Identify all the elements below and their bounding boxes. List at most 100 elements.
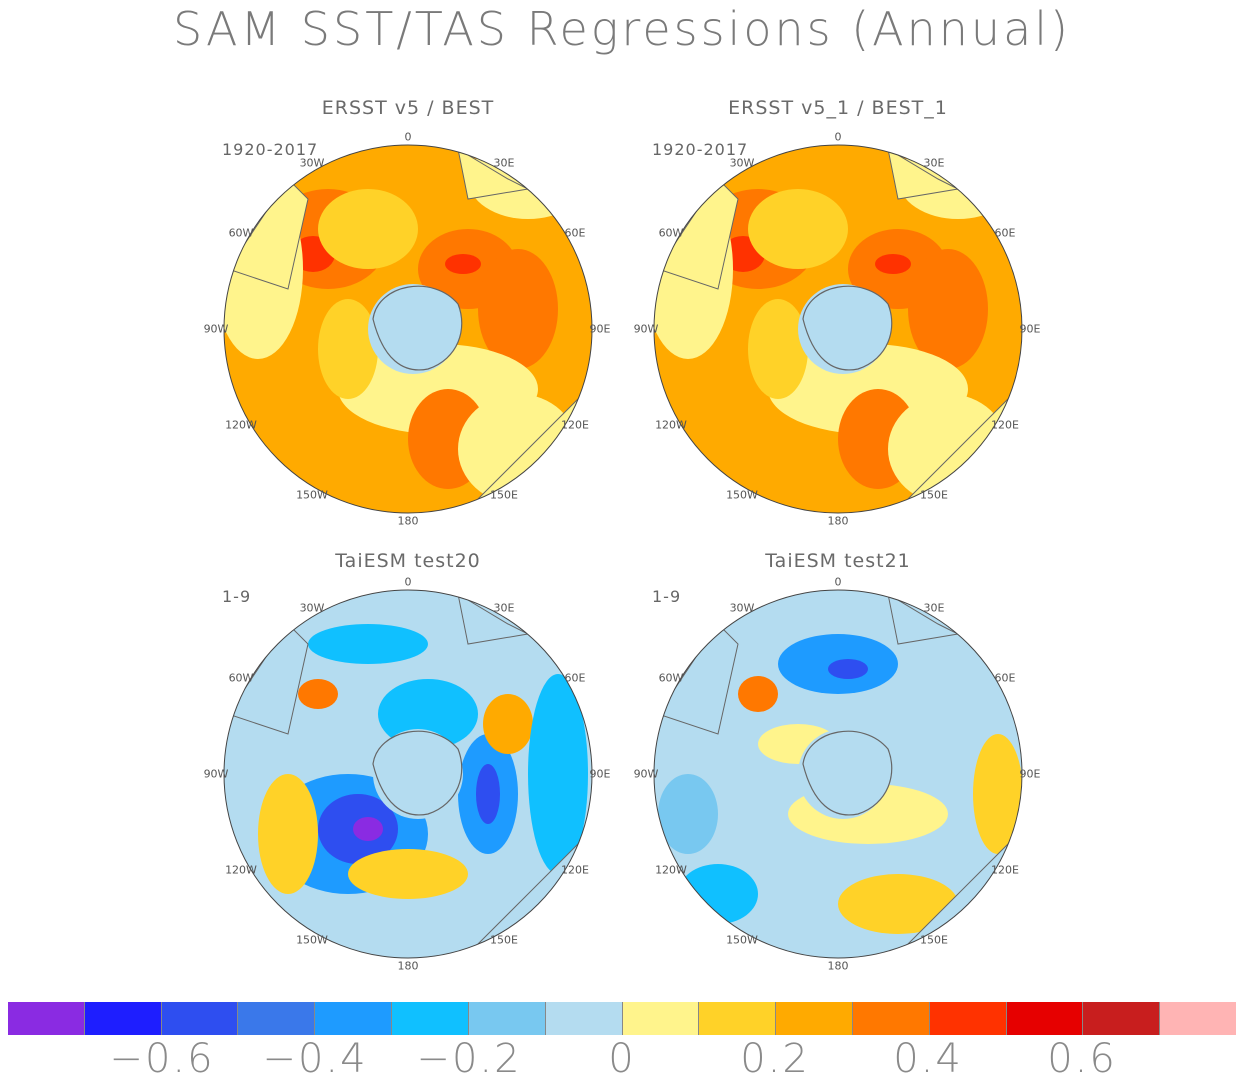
contour-region	[298, 679, 338, 709]
longitude-label: 180	[397, 959, 419, 973]
panel-period: 1-9	[222, 587, 252, 606]
panel-title: TaiESM test21	[765, 550, 911, 572]
longitude-label: 60E	[564, 671, 586, 685]
colorbar-tick-label: −0.6	[109, 1036, 215, 1082]
colorbar-swatch	[699, 1002, 777, 1035]
longitude-label: 90E	[1019, 322, 1041, 336]
panel-period: 1920-2017	[652, 140, 749, 159]
colorbar-swatch	[238, 1002, 316, 1035]
longitude-label: 120W	[225, 418, 257, 432]
antarctica-coastline	[802, 285, 893, 371]
contour-region	[828, 659, 868, 679]
antarctica-coastline	[802, 730, 893, 816]
colorbar-tick-label: −0.2	[416, 1036, 522, 1082]
map-border	[653, 144, 1023, 514]
polar-map	[653, 144, 1023, 514]
colorbar	[8, 1002, 1236, 1035]
contour-region	[748, 299, 808, 399]
longitude-label: 0	[404, 575, 412, 589]
longitude-label: 90W	[633, 767, 659, 781]
contour-region	[738, 676, 778, 712]
longitude-label: 30W	[299, 601, 325, 615]
longitude-label: 120W	[655, 418, 687, 432]
colorbar-swatch	[622, 1002, 700, 1035]
colorbar-swatch	[468, 1002, 546, 1035]
longitude-label: 90W	[633, 322, 659, 336]
contour-region	[888, 394, 1008, 504]
longitude-label: 90E	[589, 322, 611, 336]
longitude-label: 30W	[299, 156, 325, 170]
colorbar-swatch	[1006, 1002, 1084, 1035]
map-border	[223, 589, 593, 959]
longitude-label: 150W	[726, 488, 758, 502]
longitude-label: 90E	[1019, 767, 1041, 781]
polar-map	[223, 144, 593, 514]
panel-title: ERSST v5_1 / BEST_1	[728, 97, 948, 119]
colorbar-swatch	[776, 1002, 853, 1035]
colorbar-swatch	[8, 1002, 85, 1035]
contour-region	[678, 864, 758, 924]
contour-region	[838, 874, 958, 934]
panel-title: TaiESM test20	[335, 550, 481, 572]
contour-region	[348, 849, 468, 899]
contour-region	[478, 249, 558, 369]
longitude-label: 0	[834, 130, 842, 144]
longitude-label: 120E	[561, 863, 589, 877]
colorbar-tick-label: 0.6	[1047, 1036, 1117, 1082]
contour-region	[658, 774, 718, 854]
contour-region	[258, 774, 318, 894]
colorbar-swatch	[1083, 1002, 1161, 1035]
contour-region	[458, 394, 578, 504]
longitude-label: 90W	[203, 322, 229, 336]
colorbar-swatch	[929, 1002, 1007, 1035]
colorbar-tick-label: 0.2	[740, 1036, 810, 1082]
longitude-label: 180	[827, 514, 849, 528]
longitude-label: 150E	[490, 488, 518, 502]
longitude-label: 60E	[994, 671, 1016, 685]
panel-period: 1920-2017	[222, 140, 319, 159]
contour-region	[875, 254, 911, 274]
map-border	[653, 589, 1023, 959]
antarctica-coastline	[372, 730, 463, 816]
longitude-label: 120W	[225, 863, 257, 877]
longitude-label: 150W	[296, 933, 328, 947]
longitude-label: 60E	[994, 226, 1016, 240]
contour-region	[308, 624, 428, 664]
longitude-label: 180	[397, 514, 419, 528]
contour-region	[318, 299, 378, 399]
longitude-label: 60W	[658, 671, 684, 685]
longitude-label: 0	[404, 130, 412, 144]
colorbar-swatch	[852, 1002, 930, 1035]
contour-region	[483, 694, 533, 754]
colorbar-swatch	[315, 1002, 393, 1035]
longitude-label: 30E	[493, 601, 515, 615]
longitude-label: 120E	[991, 418, 1019, 432]
longitude-label: 150W	[726, 933, 758, 947]
colorbar-tick-label: 0.4	[893, 1036, 963, 1082]
longitude-label: 90W	[203, 767, 229, 781]
colorbar-tick-label: −0.4	[262, 1036, 368, 1082]
colorbar-swatch	[161, 1002, 239, 1035]
longitude-label: 150E	[490, 933, 518, 947]
panel-title: ERSST v5 / BEST	[321, 97, 495, 119]
figure-title: SAM SST/TAS Regressions (Annual)	[172, 2, 1072, 56]
longitude-label: 60W	[228, 671, 254, 685]
longitude-label: 150W	[296, 488, 328, 502]
longitude-label: 60W	[228, 226, 254, 240]
antarctica-coastline	[372, 285, 463, 371]
panel-period: 1-9	[652, 587, 682, 606]
longitude-label: 150E	[920, 933, 948, 947]
contour-region	[445, 254, 481, 274]
contour-region	[353, 817, 383, 841]
longitude-label: 60W	[658, 226, 684, 240]
colorbar-tick-label: 0	[608, 1036, 636, 1082]
longitude-label: 180	[827, 959, 849, 973]
longitude-label: 30W	[729, 601, 755, 615]
contour-region	[318, 189, 418, 269]
contour-region	[476, 764, 500, 824]
contour-region	[748, 189, 848, 269]
polar-map	[653, 589, 1023, 959]
longitude-label: 30E	[493, 156, 515, 170]
colorbar-swatch	[392, 1002, 469, 1035]
polar-map	[223, 589, 593, 959]
